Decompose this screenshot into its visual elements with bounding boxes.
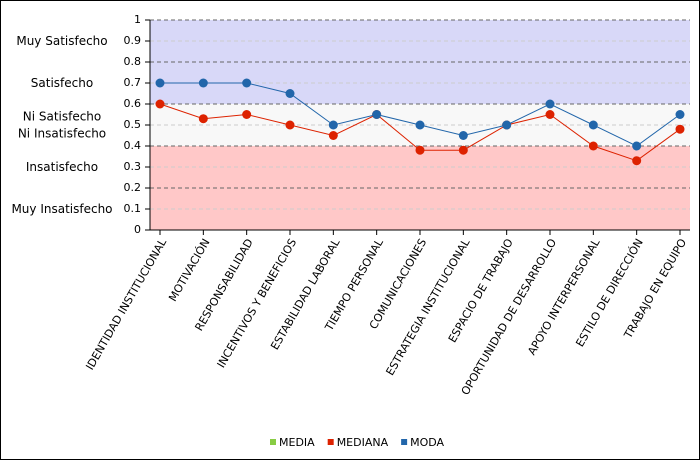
data-point [285,89,295,98]
data-point [328,131,338,140]
data-point [198,78,208,88]
band-label: Satisfecho [31,76,93,90]
legend-swatch [327,439,334,445]
data-point [675,110,685,119]
band-label: Muy Insatisfecho [11,202,112,216]
data-point [372,110,382,119]
legend-label: MEDIA [279,436,315,449]
data-point [242,78,252,88]
data-point [155,99,165,109]
data-point [545,99,555,109]
y-tick-label: 0.9 [124,34,142,47]
data-point [458,145,468,155]
data-point [632,141,642,151]
y-tick-label: 0 [134,223,141,236]
data-point [328,120,338,130]
data-point [545,110,555,119]
band-label-line: Ni Satisfecho [23,109,102,123]
legend-label: MODA [410,436,444,449]
data-point [675,124,685,134]
legend-swatch [270,439,276,445]
band-label-line: Muy Insatisfecho [11,202,112,216]
y-tick-label: 0.3 [124,160,142,173]
y-tick-label: 0.8 [124,55,142,68]
data-point [502,120,512,130]
data-point [242,110,252,119]
band-label-line: Insatisfecho [26,160,98,174]
data-point [588,141,598,151]
data-point [632,156,642,166]
data-point [155,78,165,88]
data-point [285,120,295,130]
band-label: Muy Satisfecho [16,34,107,48]
legend-label: MEDIANA [337,436,389,449]
band-label-line: Muy Satisfecho [16,34,107,48]
y-tick-label: 0.4 [124,139,142,152]
y-tick-label: 0.1 [124,202,142,215]
data-point [415,145,425,155]
band-label-line: Ni Insatisfecho [18,126,106,140]
data-point [588,120,598,130]
data-point [458,131,468,140]
y-tick-label: 0.2 [124,181,142,194]
y-tick-label: 0.6 [124,97,142,110]
band-label: Ni Satisfecho Ni Insatisfecho [18,109,106,140]
y-tick-label: 0.7 [124,76,142,89]
band-label-line: Satisfecho [31,76,93,90]
data-point [415,120,425,130]
legend-swatch [401,439,408,445]
y-tick-label: 0.5 [124,118,142,131]
y-tick-label: 1 [134,13,141,26]
data-point [198,114,208,124]
band-label: Insatisfecho [26,160,98,174]
